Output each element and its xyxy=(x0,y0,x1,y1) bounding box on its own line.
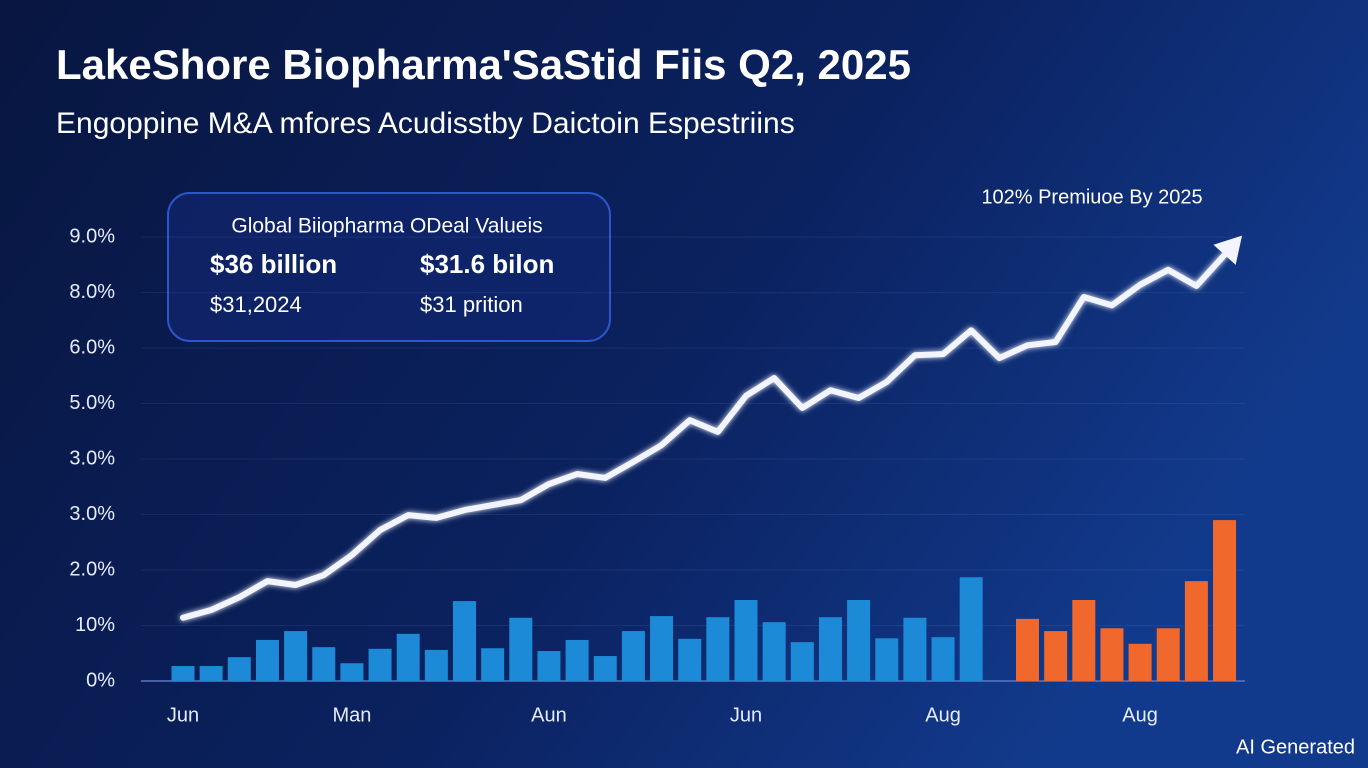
bar xyxy=(678,638,702,681)
bar xyxy=(959,577,983,681)
bar xyxy=(1128,643,1152,681)
bar xyxy=(847,599,871,681)
bar xyxy=(481,648,505,681)
info-value: $36 billion xyxy=(210,249,337,279)
bar xyxy=(706,617,730,681)
info-box xyxy=(167,192,611,342)
bar xyxy=(227,657,251,681)
bar xyxy=(762,622,786,681)
y-tick-label: 9.0% xyxy=(69,225,115,247)
bar xyxy=(368,648,392,681)
arrow-head xyxy=(1213,235,1243,265)
x-tick-label: Aug xyxy=(925,704,961,726)
bar xyxy=(1156,628,1180,681)
bar xyxy=(650,616,674,681)
bar xyxy=(621,631,645,681)
bar xyxy=(734,599,758,681)
x-tick-label: Aug xyxy=(1122,704,1158,726)
bar xyxy=(453,601,476,681)
info-value: $31 prition xyxy=(420,292,523,317)
bar xyxy=(1184,581,1208,681)
x-tick-label: Jun xyxy=(730,704,762,726)
y-tick-label: 0% xyxy=(86,669,115,691)
annotation: 102% Premiuoe By 2025 xyxy=(981,186,1202,208)
bar xyxy=(255,639,279,681)
bar xyxy=(565,639,589,681)
bar xyxy=(1072,599,1096,681)
bar xyxy=(396,633,420,681)
y-tick-label: 10% xyxy=(75,614,115,636)
bar xyxy=(340,663,364,681)
bar xyxy=(1044,631,1068,681)
chart-title: LakeShore Biopharma'SaStid Fiis Q2, 2025 xyxy=(56,41,911,88)
bar xyxy=(1213,520,1237,681)
bar xyxy=(509,617,533,681)
bar xyxy=(931,637,955,681)
info-box-title: Global Biiopharma ODeal Valueis xyxy=(231,215,542,238)
y-tick-label: 6.0% xyxy=(69,336,115,358)
y-tick-label: 5.0% xyxy=(69,392,115,414)
y-tick-label: 2.0% xyxy=(69,558,115,580)
bar xyxy=(593,656,617,681)
bar xyxy=(537,651,561,681)
bar xyxy=(875,638,899,681)
y-tick-label: 3.0% xyxy=(69,447,115,469)
bar xyxy=(903,617,927,681)
watermark: AI Generated xyxy=(1236,736,1355,758)
bar xyxy=(284,631,308,681)
x-tick-label: Aun xyxy=(531,704,567,726)
bar xyxy=(790,642,814,681)
chart-subtitle: Engoppine M&A mfores Acudisstby Daictoin… xyxy=(56,107,795,140)
x-tick-label: Man xyxy=(332,704,371,726)
x-tick-label: Jun xyxy=(167,704,199,726)
bar xyxy=(818,617,842,681)
info-value: $31.6 bilon xyxy=(420,249,554,279)
y-tick-label: 8.0% xyxy=(69,281,115,303)
y-tick-label: 3.0% xyxy=(69,503,115,525)
bar xyxy=(312,647,336,681)
trend-line xyxy=(180,251,1228,621)
bar xyxy=(199,666,223,681)
bar xyxy=(1100,628,1124,681)
bar xyxy=(424,649,448,681)
info-value: $31,2024 xyxy=(210,292,302,317)
bar xyxy=(1016,618,1039,681)
bar xyxy=(171,666,195,681)
